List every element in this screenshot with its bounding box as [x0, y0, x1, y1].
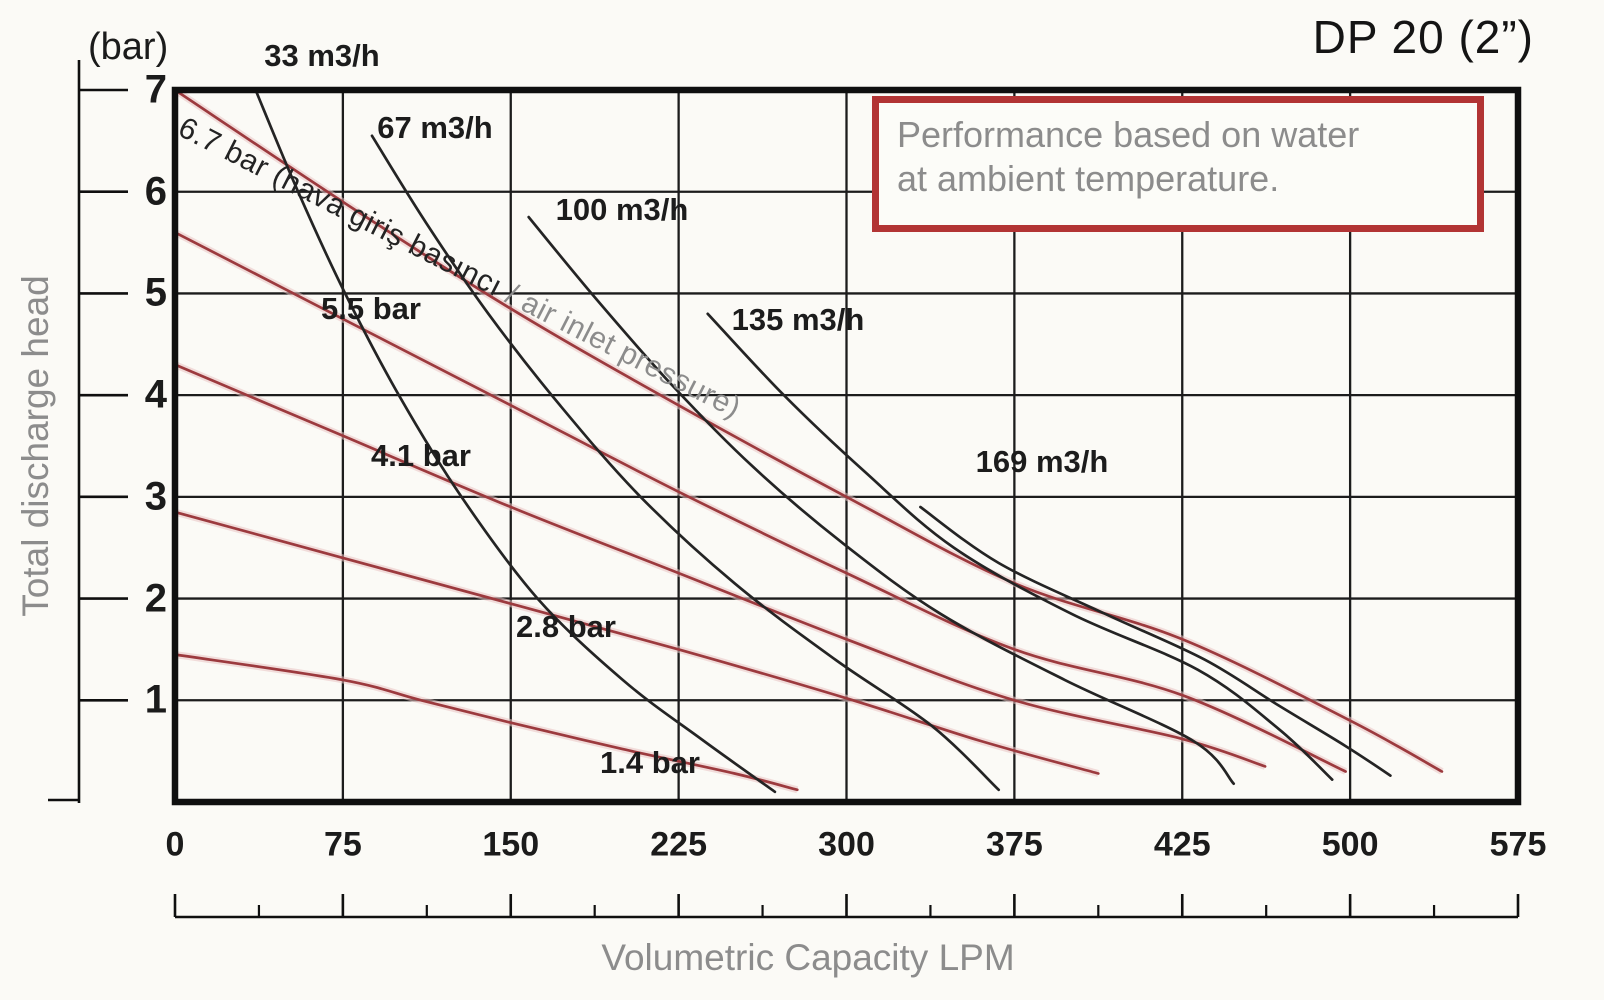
- curve-halo-r14: [174, 651, 799, 794]
- y-tick-label-6: 6: [144, 169, 167, 214]
- x-tick-label-75: 75: [323, 825, 362, 864]
- curve-label-b67: 67 m3/h: [377, 110, 493, 145]
- y-axis-title: Total discharge head: [15, 275, 56, 617]
- x-tick-label-150: 150: [482, 825, 540, 864]
- x-tick-label-575: 575: [1489, 825, 1547, 864]
- x-tick-label-500: 500: [1321, 825, 1379, 864]
- curve-label-b33: 33 m3/h: [264, 38, 380, 73]
- curve-r41: [173, 363, 1267, 768]
- curve-b33: [254, 88, 777, 794]
- curve-label-r28: 2.8 bar: [516, 609, 616, 644]
- x-tick-label-375: 375: [986, 825, 1043, 864]
- x-tick-label-425: 425: [1153, 825, 1211, 864]
- curve-b135: [706, 312, 1334, 781]
- plot-frame: [171, 86, 1522, 806]
- y-tick-label-3: 3: [144, 474, 167, 519]
- curve-r67: [173, 88, 1444, 773]
- x-tick-label-300: 300: [818, 825, 875, 864]
- curve-label-r14: 1.4 bar: [600, 745, 700, 780]
- note-line-1: Performance based on water: [897, 114, 1360, 155]
- y-tick-label-2: 2: [144, 576, 167, 621]
- x-axis-title: Volumetric Capacity LPM: [601, 937, 1015, 978]
- performance-note-box: Performance based on water at ambient te…: [872, 96, 1484, 232]
- x-tick-label-225: 225: [650, 825, 707, 864]
- curve-label-b135: 135 m3/h: [731, 302, 865, 337]
- curve-label-r55: 5.5 bar: [321, 291, 421, 326]
- curve-b169: [919, 505, 1392, 777]
- curve-b100: [527, 215, 1236, 786]
- curve-label-b169: 169 m3/h: [975, 444, 1109, 479]
- curve-label-b100: 100 m3/h: [555, 192, 689, 227]
- chart-title: DP 20 (2”): [1312, 11, 1534, 63]
- y-tick-label-5: 5: [144, 270, 167, 315]
- y-axis-unit-label: (bar): [88, 26, 169, 68]
- curve-b67: [370, 134, 1001, 792]
- curve-label-r41: 4.1 bar: [371, 438, 471, 473]
- y-tick-label-4: 4: [144, 372, 167, 417]
- curve-r28: [173, 510, 1100, 775]
- curve-r14: [173, 653, 799, 792]
- y-tick-label-1: 1: [144, 677, 167, 722]
- x-tick-label-0: 0: [165, 825, 185, 864]
- y-tick-label-7: 7: [144, 67, 167, 112]
- note-line-2: at ambient temperature.: [897, 157, 1280, 199]
